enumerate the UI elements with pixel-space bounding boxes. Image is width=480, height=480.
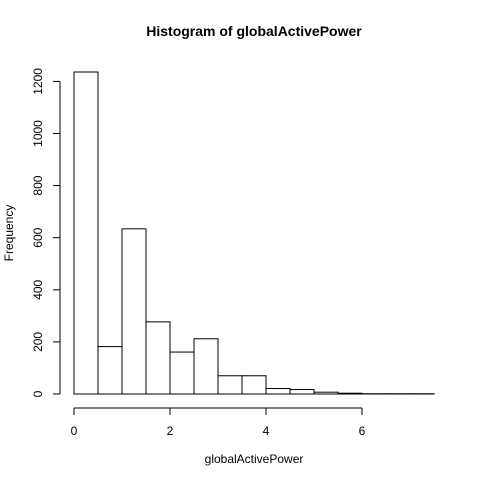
y-tick-label: 0	[31, 390, 45, 397]
histogram-bar	[73, 71, 99, 395]
x-axis-label: globalActivePower	[205, 452, 304, 466]
y-tick-label: 400	[31, 279, 45, 299]
histogram-bar	[289, 389, 315, 395]
x-tick-label: 4	[263, 424, 270, 438]
y-axis: 0 200 400 600 800 1000 1200	[31, 68, 61, 397]
histogram-bar	[265, 388, 291, 395]
histogram-bar	[217, 375, 243, 395]
histogram-bar	[337, 392, 363, 395]
y-tick-label: 800	[31, 175, 45, 195]
histogram-bar	[97, 346, 123, 395]
histogram-bar	[145, 321, 171, 395]
bars-group	[73, 71, 435, 395]
y-tick-label: 1200	[31, 68, 45, 95]
x-tick-label: 2	[167, 424, 174, 438]
x-tick-label: 6	[359, 424, 366, 438]
y-tick-label: 600	[31, 227, 45, 247]
y-axis-label: Frequency	[2, 205, 16, 262]
chart-title: Histogram of globalActivePower	[146, 23, 362, 39]
histogram-bar	[121, 228, 147, 395]
x-axis: 0 2 4 6	[71, 407, 366, 438]
histogram-bar	[313, 391, 339, 395]
x-tick-label: 0	[71, 424, 78, 438]
y-tick-label: 1000	[31, 120, 45, 147]
histogram-bar	[169, 351, 195, 395]
histogram-bar	[193, 338, 219, 395]
histogram-bar	[241, 375, 267, 395]
y-tick-label: 200	[31, 332, 45, 352]
